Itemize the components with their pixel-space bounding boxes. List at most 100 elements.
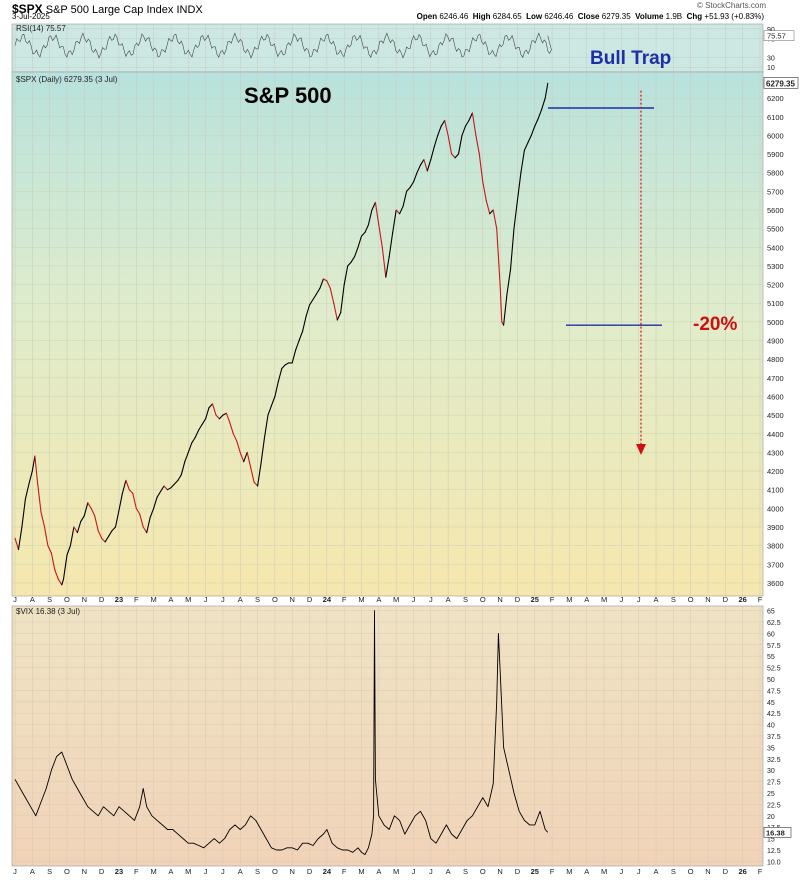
price-segment bbox=[388, 231, 394, 258]
price-segment bbox=[374, 201, 380, 226]
price-segment bbox=[322, 278, 328, 282]
price-segment bbox=[447, 134, 453, 155]
x-tick-label: J bbox=[204, 595, 208, 604]
price-segment bbox=[90, 507, 96, 517]
x-tick-label: 23 bbox=[115, 867, 123, 876]
price-tick-label: 4000 bbox=[767, 504, 784, 513]
price-segment bbox=[343, 265, 349, 286]
price-segment bbox=[305, 304, 311, 317]
price-panel bbox=[11, 71, 764, 597]
x-tick-label: D bbox=[99, 595, 105, 604]
price-segment bbox=[499, 284, 503, 323]
price-tick-label: 5900 bbox=[767, 150, 784, 159]
price-segment bbox=[118, 492, 123, 511]
price-segment bbox=[108, 530, 113, 537]
x-tick-label: A bbox=[30, 867, 35, 876]
price-segment bbox=[395, 209, 401, 215]
x-tick-label: S bbox=[671, 595, 676, 604]
price-segment bbox=[492, 209, 498, 230]
price-segment bbox=[464, 119, 470, 127]
x-tick-label: F bbox=[758, 867, 763, 876]
price-segment bbox=[218, 414, 224, 420]
x-tick-label: N bbox=[289, 595, 294, 604]
price-segment bbox=[433, 134, 439, 148]
vix-tick-label: 45 bbox=[767, 700, 775, 707]
price-segment bbox=[329, 287, 335, 304]
x-tick-label: A bbox=[376, 595, 381, 604]
vix-tick-label: 47.5 bbox=[767, 688, 781, 695]
chart-date: 3-Jul-2025 bbox=[12, 12, 50, 21]
price-segment bbox=[412, 172, 418, 183]
price-segment bbox=[205, 407, 210, 420]
price-segment bbox=[73, 526, 78, 534]
price-segment bbox=[371, 201, 376, 211]
price-segment bbox=[440, 119, 446, 127]
x-tick-label: O bbox=[272, 595, 278, 604]
x-tick-label: N bbox=[82, 867, 87, 876]
price-segment bbox=[506, 269, 512, 295]
price-tick-label: 5300 bbox=[767, 262, 784, 271]
x-tick-label: F bbox=[134, 867, 139, 876]
x-tick-label: O bbox=[272, 867, 278, 876]
x-tick-label: M bbox=[185, 595, 191, 604]
price-segment bbox=[114, 509, 120, 528]
x-tick-label: A bbox=[238, 595, 243, 604]
price-segment bbox=[347, 261, 352, 267]
price-segment bbox=[267, 405, 272, 416]
price-segment bbox=[54, 569, 59, 580]
chart-header: $SPX S&P 500 Large Cap Index INDX 3-Jul-… bbox=[0, 0, 800, 22]
price-segment bbox=[357, 235, 363, 248]
price-segment bbox=[354, 246, 359, 258]
x-tick-label: D bbox=[723, 867, 729, 876]
x-tick-label: D bbox=[307, 595, 313, 604]
x-tick-label: D bbox=[515, 867, 521, 876]
x-tick-label: A bbox=[238, 867, 243, 876]
price-segment bbox=[76, 520, 82, 534]
rsi-tick-label: 30 bbox=[767, 56, 775, 63]
price-segment bbox=[257, 463, 262, 487]
price-segment bbox=[184, 451, 189, 463]
x-tick-label: 26 bbox=[739, 595, 747, 604]
price-segment bbox=[159, 485, 165, 493]
x-tick-label: A bbox=[654, 595, 659, 604]
x-tick-label: A bbox=[446, 867, 451, 876]
chart-annotation-title: S&P 500 bbox=[244, 83, 332, 108]
x-tick-label: 26 bbox=[739, 867, 747, 876]
price-segment bbox=[485, 200, 491, 215]
vix-tick-label: 42.5 bbox=[767, 711, 781, 718]
price-segment bbox=[229, 422, 234, 435]
price-segment bbox=[284, 362, 290, 366]
x-tick-label: D bbox=[307, 867, 313, 876]
price-segment bbox=[198, 423, 203, 431]
x-tick-label: F bbox=[342, 867, 347, 876]
price-segment bbox=[215, 414, 220, 420]
price-segment bbox=[263, 414, 269, 439]
x-tick-label: J bbox=[13, 595, 17, 604]
vix-tick-label: 37.5 bbox=[767, 734, 781, 741]
x-tick-label: M bbox=[601, 595, 607, 604]
price-segment bbox=[541, 97, 546, 110]
price-segment bbox=[250, 466, 255, 483]
x-tick-label: J bbox=[204, 867, 208, 876]
price-tick-label: 6000 bbox=[767, 131, 784, 140]
price-segment bbox=[201, 418, 207, 425]
price-segment bbox=[101, 537, 106, 543]
price-segment bbox=[36, 481, 42, 513]
exchange: INDX bbox=[176, 4, 203, 16]
price-segment bbox=[426, 159, 432, 172]
vix-tick-label: 12.5 bbox=[767, 848, 781, 855]
x-tick-label: J bbox=[412, 867, 416, 876]
x-tick-label: M bbox=[393, 867, 399, 876]
price-segment bbox=[496, 228, 501, 286]
x-tick-label: D bbox=[515, 595, 521, 604]
x-tick-label: M bbox=[358, 867, 364, 876]
price-segment bbox=[406, 187, 411, 192]
price-segment bbox=[430, 146, 435, 161]
ohlc-readout: Open 6246.46 High 6284.65 Low 6246.46 Cl… bbox=[416, 12, 764, 21]
x-tick-label: A bbox=[168, 595, 173, 604]
price-segment bbox=[80, 515, 85, 522]
price-segment bbox=[236, 440, 241, 453]
vix-tick-label: 10.0 bbox=[767, 859, 781, 866]
price-segment bbox=[364, 224, 369, 233]
price-tick-label: 5600 bbox=[767, 206, 784, 215]
